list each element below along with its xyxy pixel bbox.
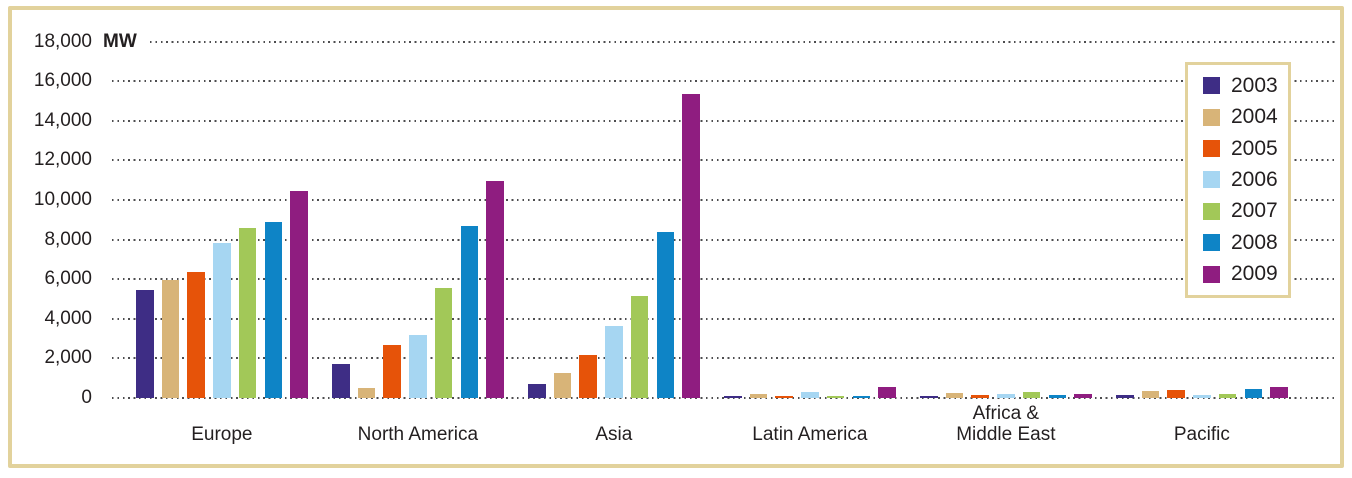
x-axis-label-pacific: Pacific	[1173, 424, 1230, 445]
bar-2009-latin-america	[878, 387, 896, 398]
bar-2008-europe	[264, 222, 282, 398]
y-axis-tick-label-8000: 8,000	[44, 228, 92, 250]
legend-item-2006: 2006	[1188, 167, 1288, 191]
bar-2007-latin-america	[826, 396, 845, 398]
gridline-16000	[112, 80, 1336, 83]
gridline-14000	[112, 119, 1336, 122]
gridline-8000	[112, 238, 1336, 241]
legend-item-2009: 2009	[1188, 263, 1288, 285]
gridline-12000	[112, 159, 1336, 162]
bar-2005-asia	[579, 355, 597, 398]
legend-item-2005: 2005	[1188, 136, 1288, 160]
y-axis-tick-label-16000: 16,000	[33, 70, 92, 92]
gridline-18000	[150, 40, 1336, 43]
bar-2008-latin-america	[852, 396, 870, 398]
bar-2008-north-america	[460, 226, 478, 398]
bar-2007-north-america	[434, 288, 453, 398]
x-axis-label-africa-and-middle-east: Africa & Middle East	[956, 403, 1056, 445]
bar-2006-north-america	[409, 335, 427, 398]
bar-2004-asia	[553, 373, 572, 398]
bar-2003-asia	[528, 384, 546, 398]
legend-label-2005: 2005	[1231, 136, 1278, 160]
bar-2007-africa-and-middle-east	[1022, 392, 1041, 398]
bar-2006-latin-america	[801, 392, 819, 398]
legend-item-2008: 2008	[1188, 230, 1288, 254]
legend-label-2006: 2006	[1231, 167, 1278, 191]
x-axis-label-latin-america: Latin America	[752, 424, 868, 445]
bar-2004-africa-and-middle-east	[945, 393, 964, 398]
legend-item-2003: 2003	[1188, 73, 1288, 97]
bar-2007-pacific	[1218, 394, 1237, 398]
bar-2008-africa-and-middle-east	[1048, 395, 1066, 398]
legend-swatch-2005	[1203, 140, 1220, 158]
bar-2003-europe	[136, 290, 154, 398]
bar-2009-north-america	[486, 181, 504, 398]
bar-2005-africa-and-middle-east	[971, 395, 989, 398]
y-axis-tick-label-2000: 2,000	[44, 347, 92, 369]
bar-2003-pacific	[1116, 395, 1134, 398]
bar-2005-europe	[187, 272, 205, 398]
y-axis-tick-label-18000: 18,000	[33, 30, 92, 52]
legend-item-2007: 2007	[1188, 200, 1288, 222]
y-axis-unit-label: MW	[103, 30, 137, 52]
legend-label-2004: 2004	[1231, 105, 1278, 129]
bar-2009-africa-and-middle-east	[1074, 394, 1092, 398]
gridline-6000	[112, 278, 1336, 281]
y-axis-tick-label-0: 0	[81, 387, 92, 408]
gridline-10000	[112, 199, 1336, 201]
legend-swatch-2006	[1203, 171, 1220, 189]
bar-2009-europe	[290, 191, 308, 398]
bar-2009-pacific	[1270, 387, 1288, 398]
bar-2003-africa-and-middle-east	[920, 396, 938, 398]
bar-2007-europe	[238, 228, 257, 398]
legend-swatch-2004	[1203, 108, 1220, 126]
x-axis-label-north-america: North America	[357, 424, 479, 445]
bar-2008-asia	[656, 232, 674, 398]
bar-2006-europe	[213, 243, 231, 398]
legend: 2003 2004 2005 2006 2007 2008 2009	[1185, 62, 1291, 298]
bar-2009-asia	[682, 94, 700, 398]
x-axis-label-asia: Asia	[595, 424, 633, 445]
y-axis-tick-label-4000: 4,000	[44, 307, 92, 329]
legend-swatch-2007	[1203, 202, 1220, 220]
bar-2005-latin-america	[775, 396, 793, 398]
legend-swatch-2009	[1203, 265, 1220, 283]
legend-label-2009: 2009	[1231, 262, 1278, 286]
x-axis-label-europe: Europe	[191, 424, 253, 445]
bar-2004-pacific	[1141, 391, 1160, 398]
gridline-4000	[112, 317, 1336, 320]
y-axis-tick-label-6000: 6,000	[44, 268, 92, 290]
bar-2008-pacific	[1244, 389, 1262, 398]
bar-2003-latin-america	[724, 396, 742, 398]
bar-2006-africa-and-middle-east	[997, 394, 1015, 398]
y-axis-tick-label-10000: 10,000	[33, 189, 92, 210]
legend-swatch-2008	[1203, 234, 1220, 252]
bar-2004-north-america	[357, 388, 376, 398]
bar-2006-pacific	[1193, 395, 1211, 398]
legend-label-2003: 2003	[1231, 73, 1278, 97]
bar-2005-pacific	[1167, 390, 1185, 398]
bar-2004-latin-america	[749, 394, 768, 398]
bar-2007-asia	[630, 296, 649, 398]
gridline-0	[112, 397, 1336, 399]
bar-2006-asia	[605, 326, 623, 398]
bar-2003-north-america	[332, 364, 350, 398]
legend-label-2008: 2008	[1231, 230, 1278, 254]
legend-item-2004: 2004	[1188, 106, 1288, 128]
bar-2005-north-america	[383, 345, 401, 398]
y-axis-tick-label-12000: 12,000	[33, 149, 92, 171]
legend-swatch-2003	[1203, 77, 1220, 95]
gridline-2000	[112, 357, 1336, 360]
legend-label-2007: 2007	[1231, 199, 1278, 223]
bar-2004-europe	[161, 280, 180, 398]
y-axis-tick-label-14000: 14,000	[33, 109, 92, 131]
